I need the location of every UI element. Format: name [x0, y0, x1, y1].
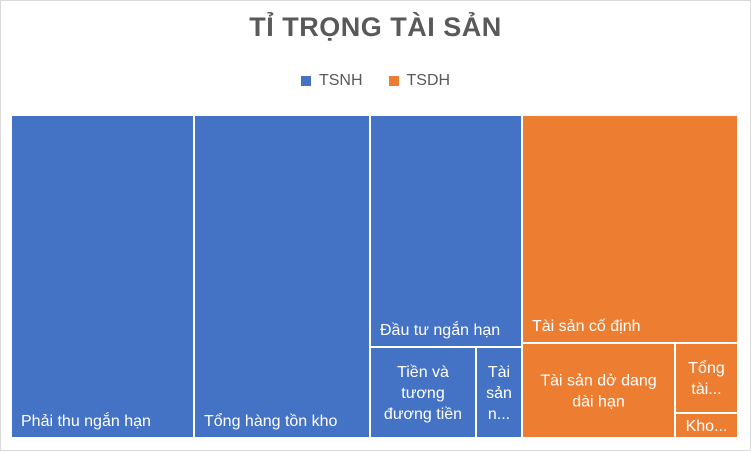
treemap-tile-tien-va-tuong-duong-tien — [371, 348, 475, 437]
treemap-tile-kho — [676, 414, 737, 437]
treemap-tile-tai-san-n — [477, 348, 521, 437]
chart-title: TỈ TRỌNG TÀI SẢN — [249, 12, 502, 42]
treemap-label-tai-san-co-dinh: Tài sản cố định — [532, 318, 641, 335]
legend-swatch-tsdh — [388, 76, 399, 86]
legend: TSNH TSDH — [0, 72, 751, 90]
treemap-tile-phai-thu-ngan-han — [12, 116, 193, 437]
legend-label-tsnh: TSNH — [318, 72, 363, 89]
treemap-label-tai-san-do-dang-dai-han: Tài sản dở dang dài hạn — [540, 373, 656, 411]
treemap-label-tong-hang-ton-kho: Tổng hàng tồn kho — [204, 412, 338, 430]
legend-label-tsdh: TSDH — [406, 72, 451, 89]
treemap-tile-tong-tai — [676, 344, 737, 412]
treemap-label-tong-tai: Tổng tài... — [688, 359, 724, 398]
treemap-label-tien-va-tuong-duong-tien: Tiền và tương đương tiền — [384, 364, 462, 423]
treemap-label-phai-thu-ngan-han: Phải thu ngắn hạn — [21, 411, 151, 430]
treemap-tile-tai-san-do-dang-dai-han — [523, 344, 674, 437]
treemap-tile-dau-tu-ngan-han — [371, 116, 521, 346]
treemap-tile-tai-san-co-dinh — [523, 116, 737, 342]
legend-item-tsdh: TSDH — [388, 72, 451, 90]
treemap-tile-tong-hang-ton-kho — [195, 116, 369, 437]
legend-swatch-tsnh — [300, 76, 311, 86]
legend-item-tsnh: TSNH — [300, 72, 363, 90]
treemap-label-dau-tu-ngan-han: Đầu tư ngắn hạn — [380, 320, 500, 339]
treemap-label-tai-san-n: Tài sản n... — [486, 364, 512, 423]
treemap-label-kho: Kho... — [686, 418, 728, 435]
